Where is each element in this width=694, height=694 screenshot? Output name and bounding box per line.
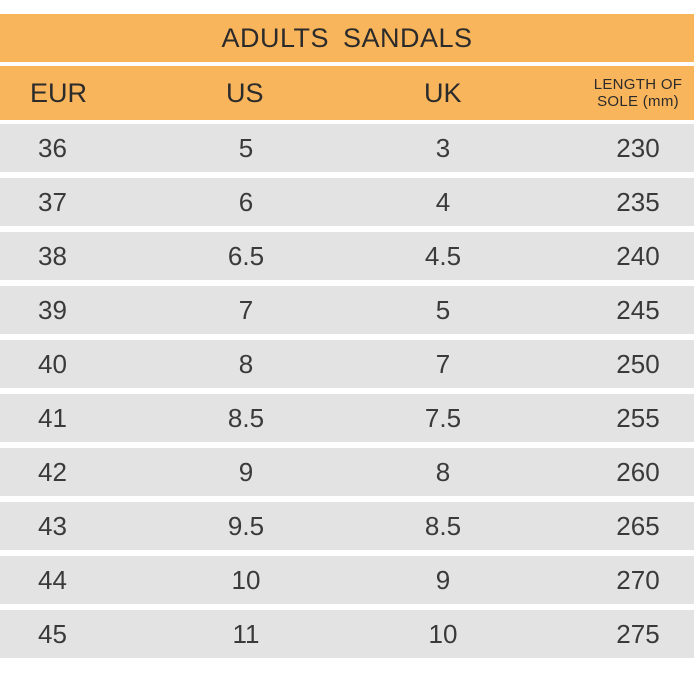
table-row: 42 9 8 260: [0, 448, 694, 496]
header-us: US: [226, 77, 264, 108]
table-row: 40 8 7 250: [0, 340, 694, 388]
cell-us: 8: [238, 348, 254, 379]
cell-uk: 5: [435, 294, 451, 325]
title-bar: ADULTS SANDALS: [0, 14, 694, 62]
cell-us: 6: [238, 186, 254, 217]
cell-uk: 9: [435, 564, 451, 595]
cell-uk: 8: [435, 456, 451, 487]
cell-eur: 37: [38, 186, 67, 217]
header-uk: UK: [424, 77, 462, 108]
cell-us: 5: [238, 132, 254, 163]
cell-eur: 42: [38, 456, 67, 487]
cell-eur: 38: [38, 240, 67, 271]
cell-uk: 4: [435, 186, 451, 217]
cell-length: 270: [616, 564, 660, 595]
cell-uk: 4.5: [424, 240, 462, 271]
header-eur: EUR: [30, 77, 88, 108]
header-length-of-sole: LENGTH OF SOLE (mm): [586, 66, 690, 120]
table-row: 44 10 9 270: [0, 556, 694, 604]
cell-length: 255: [616, 402, 660, 433]
cell-length: 245: [616, 294, 660, 325]
cell-us: 11: [232, 618, 260, 649]
cell-us: 7: [238, 294, 254, 325]
table-row: 41 8.5 7.5 255: [0, 394, 694, 442]
cell-length: 260: [616, 456, 660, 487]
table-row: 45 11 10 275: [0, 610, 694, 658]
table-row: 36 5 3 230: [0, 124, 694, 172]
cell-length: 235: [616, 186, 660, 217]
cell-us: 8.5: [227, 402, 265, 433]
cell-length: 265: [616, 510, 660, 541]
cell-eur: 40: [38, 348, 67, 379]
cell-eur: 39: [38, 294, 67, 325]
bottom-margin: [0, 664, 694, 694]
table-row: 39 7 5 245: [0, 286, 694, 334]
cell-us: 9.5: [227, 510, 265, 541]
header-length-line1: LENGTH OF: [593, 76, 683, 93]
cell-uk: 3: [435, 132, 451, 163]
table-row: 38 6.5 4.5 240: [0, 232, 694, 280]
cell-eur: 44: [38, 564, 67, 595]
cell-eur: 45: [38, 618, 67, 649]
cell-length: 240: [616, 240, 660, 271]
cell-uk: 8.5: [424, 510, 462, 541]
cell-uk: 7.5: [424, 402, 462, 433]
header-length-line2: SOLE (mm): [597, 93, 679, 110]
cell-eur: 36: [38, 132, 67, 163]
cell-us: 10: [231, 564, 261, 595]
table-row: 43 9.5 8.5 265: [0, 502, 694, 550]
cell-length: 250: [616, 348, 660, 379]
cell-uk: 10: [428, 618, 458, 649]
size-rows: 36 5 3 230 37 6 4 235 38 6.5 4.5 240 39 …: [0, 124, 694, 664]
cell-us: 9: [238, 456, 254, 487]
table-title: ADULTS SANDALS: [221, 22, 473, 53]
cell-length: 275: [616, 618, 660, 649]
cell-eur: 43: [38, 510, 67, 541]
cell-uk: 7: [435, 348, 451, 379]
cell-us: 6.5: [227, 240, 265, 271]
cell-eur: 41: [38, 402, 67, 433]
table-row: 37 6 4 235: [0, 178, 694, 226]
column-header-row: EUR US UK LENGTH OF SOLE (mm): [0, 66, 694, 120]
cell-length: 230: [616, 132, 660, 163]
